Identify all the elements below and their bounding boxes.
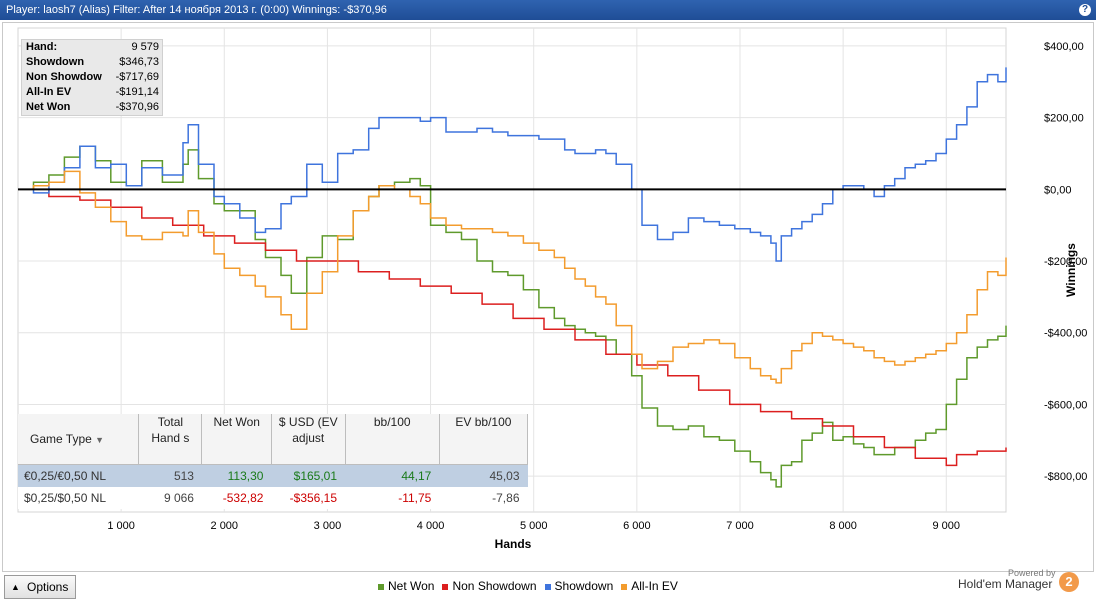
header-label: Net Won — [213, 415, 260, 429]
header-net-won[interactable]: Net Won — [201, 414, 272, 465]
x-tick-label: 3 000 — [314, 520, 342, 532]
header-total-hands[interactable]: Total Hand s — [138, 414, 203, 465]
header-game-type[interactable]: Game Type ▼ — [18, 414, 140, 465]
y-tick-label: $400,00 — [1044, 41, 1084, 53]
legend-item[interactable]: Non Showdown — [442, 579, 537, 593]
cell-usd-ev: -$356,15 — [271, 487, 346, 509]
cell-net-won: -532,82 — [201, 487, 272, 509]
stats-label: All-In EV — [26, 86, 72, 98]
window-title: Player: laosh7 (Alias) Filter: After 14 … — [6, 4, 387, 16]
legend-item[interactable]: All-In EV — [621, 579, 678, 593]
stats-row-net-won: Net Won -$370,96 — [22, 100, 162, 115]
header-label: EV bb/100 — [455, 415, 512, 429]
brand-logo: Powered by Hold'em Manager 2 — [958, 568, 1084, 598]
header-label: bb/100 — [373, 415, 411, 429]
cell-bb100: -11,75 — [345, 487, 440, 509]
table-row[interactable]: €0,25/€0,50 NL 513 113,30 $165,01 44,17 … — [18, 464, 528, 487]
header-label: $ USD (EV adjust — [278, 415, 338, 445]
stats-row-non-showdown: Non Showdow -$717,69 — [22, 70, 162, 85]
brand-powered: Powered by — [1008, 568, 1056, 578]
y-tick-label: $0,00 — [1044, 184, 1072, 196]
cell-net-won: 113,30 — [201, 464, 272, 487]
y-tick-label: $200,00 — [1044, 113, 1084, 125]
x-tick-label: 2 000 — [211, 520, 239, 532]
stats-box: Hand: 9 579 Showdown $346,73 Non Showdow -$… — [21, 39, 163, 116]
header-ev-bb100[interactable]: EV bb/100 — [439, 414, 529, 465]
chart-legend: Net Won Non Showdown Showdown All-In EV — [378, 579, 686, 593]
legend-swatch — [442, 583, 449, 590]
cell-game-type: $0,25/$0,50 NL — [18, 487, 139, 509]
stats-label: Hand: — [26, 41, 58, 53]
y-tick-label: -$600,00 — [1044, 399, 1087, 411]
header-label: Total Hand s — [151, 415, 190, 445]
stats-row-showdown: Showdown $346,73 — [22, 55, 162, 70]
x-tick-label: 7 000 — [726, 520, 754, 532]
legend-item[interactable]: Net Won — [378, 579, 434, 593]
y-tick-label: -$800,00 — [1044, 471, 1087, 483]
stats-value: $346,73 — [119, 56, 159, 68]
options-label: Options — [27, 580, 69, 594]
stats-row-allin-ev: All-In EV -$191,14 — [22, 85, 162, 100]
series-line-showdown — [18, 67, 1007, 262]
y-tick-label: -$400,00 — [1044, 328, 1087, 340]
cell-game-type: €0,25/€0,50 NL — [18, 464, 139, 487]
x-tick-label: 8 000 — [829, 520, 857, 532]
legend-label: Net Won — [388, 579, 435, 593]
cell-total-hands: 9 066 — [138, 487, 202, 509]
stats-label: Showdown — [26, 56, 85, 68]
expand-up-icon: ▲ — [11, 582, 20, 592]
options-button[interactable]: ▲ Options — [4, 575, 76, 599]
x-tick-label: 4 000 — [417, 520, 445, 532]
stats-value: -$191,14 — [115, 86, 159, 98]
header-bb100[interactable]: bb/100 — [345, 414, 440, 465]
stats-value: -$717,69 — [115, 71, 159, 83]
cell-ev-bb100: -7,86 — [439, 487, 528, 509]
cell-total-hands: 513 — [138, 464, 202, 487]
brand-name: Hold'em Manager — [958, 577, 1053, 591]
legend-label: All-In EV — [631, 579, 678, 593]
hem2-logo-icon: 2 — [1059, 572, 1079, 592]
cell-bb100: 44,17 — [345, 464, 440, 487]
header-label: Game Type — [30, 431, 92, 446]
stats-label: Net Won — [26, 101, 71, 113]
legend-label: Showdown — [554, 579, 614, 593]
legend-swatch — [378, 583, 384, 590]
legend-swatch — [544, 583, 551, 590]
help-icon[interactable]: ? — [1079, 4, 1091, 16]
window-titlebar: Player: laosh7 (Alias) Filter: After 14 … — [0, 0, 1096, 20]
cell-ev-bb100: 45,03 — [439, 464, 528, 487]
chart-frame — [2, 22, 1094, 572]
game-type-table: Game Type ▼ Total Hand s Net Won $ USD (… — [18, 414, 529, 509]
legend-swatch — [621, 583, 628, 590]
legend-label: Non Showdown — [452, 579, 537, 593]
y-tick-label: -$200,00 — [1044, 256, 1087, 268]
stats-label: Non Showdow — [26, 71, 102, 83]
x-tick-label: 1 000 — [107, 520, 135, 532]
x-axis-label: Hands — [495, 537, 532, 551]
header-usd-ev-adjust[interactable]: $ USD (EV adjust — [271, 414, 346, 465]
x-tick-label: 6 000 — [623, 520, 651, 532]
table-row[interactable]: $0,25/$0,50 NL 9 066 -532,82 -$356,15 -1… — [18, 487, 528, 509]
cell-usd-ev: $165,01 — [271, 464, 346, 487]
sort-dropdown-icon: ▼ — [95, 434, 105, 445]
stats-row-hand: Hand: 9 579 — [22, 40, 162, 55]
table-header-row: Game Type ▼ Total Hand s Net Won $ USD (… — [18, 414, 529, 465]
legend-item[interactable]: Showdown — [544, 579, 614, 593]
stats-value: -$370,96 — [115, 101, 159, 113]
y-axis-label: Winnings — [1064, 243, 1078, 297]
series-line-all-in-ev — [18, 170, 1007, 384]
x-tick-label: 5 000 — [520, 520, 548, 532]
x-tick-label: 9 000 — [933, 520, 961, 532]
stats-value: 9 579 — [131, 41, 159, 53]
